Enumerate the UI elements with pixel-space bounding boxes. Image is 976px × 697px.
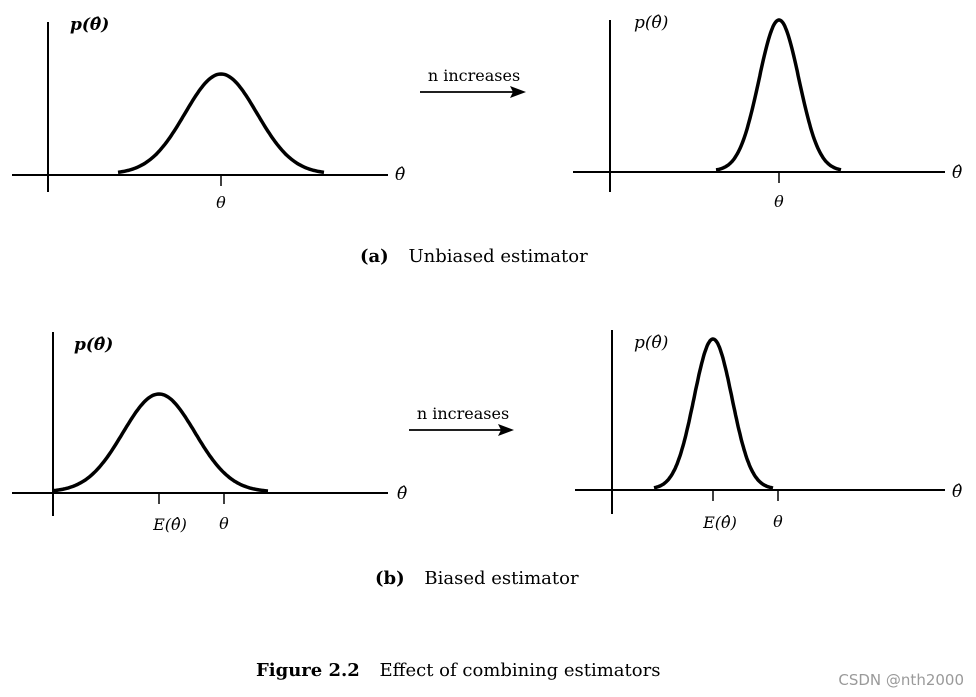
panel-b-caption: (b) Biased estimator bbox=[375, 568, 579, 589]
tick-label-theta: θ bbox=[774, 192, 784, 211]
y-axis-label: p(θ̂) bbox=[634, 13, 668, 33]
panel-b-right-plot: p(θ̂) θ̂ E(θ̂) θ bbox=[575, 330, 962, 532]
tick-label-expectation: E(θ̂) bbox=[702, 513, 737, 532]
caption-tag: (a) bbox=[360, 246, 389, 267]
density-curve-narrow-biased bbox=[653, 337, 774, 490]
panel-b-left-plot: p(θ̂) θ̂ E(θ̂) θ bbox=[12, 332, 407, 534]
y-axis-label: p(θ̂) bbox=[634, 333, 668, 353]
panel-a-caption: (a) Unbiased estimator bbox=[360, 246, 588, 267]
density-curve-wide-biased bbox=[52, 392, 269, 493]
caption-text: Biased estimator bbox=[424, 568, 579, 589]
panel-a-left-plot: p(θ̂) θ̂ θ bbox=[12, 15, 405, 212]
caption-tag: (b) bbox=[375, 568, 405, 589]
tick-label-theta: θ bbox=[216, 193, 226, 212]
figure-caption: Figure 2.2 Effect of combining estimator… bbox=[256, 660, 660, 681]
panel-b: p(θ̂) θ̂ E(θ̂) θ n increases p(θ̂) θ̂ E(… bbox=[12, 330, 962, 589]
arrow-head bbox=[498, 424, 514, 436]
x-axis-label: θ̂ bbox=[952, 163, 962, 183]
arrow-label: n increases bbox=[428, 66, 520, 85]
figure-caption-text: Effect of combining estimators bbox=[380, 660, 661, 681]
panel-a: p(θ̂) θ̂ θ n increases p(θ̂) θ̂ θ (a) Un… bbox=[12, 13, 962, 267]
panel-b-arrow: n increases bbox=[409, 404, 514, 436]
caption-text: Unbiased estimator bbox=[408, 246, 588, 267]
figure-number: Figure 2.2 bbox=[256, 660, 360, 681]
y-axis-label: p(θ̂) bbox=[70, 15, 109, 35]
tick-label-theta: θ bbox=[773, 512, 783, 531]
density-curve-wide bbox=[117, 72, 325, 175]
tick-label-theta: θ bbox=[219, 514, 229, 533]
density-curve-narrow bbox=[715, 18, 842, 172]
panel-a-right-plot: p(θ̂) θ̂ θ bbox=[573, 13, 962, 211]
arrow-label: n increases bbox=[417, 404, 509, 423]
x-axis-label: θ̂ bbox=[397, 484, 407, 504]
watermark: CSDN @nth2000 bbox=[838, 671, 964, 689]
panel-a-arrow: n increases bbox=[420, 66, 526, 98]
x-axis-label: θ̂ bbox=[952, 482, 962, 502]
y-axis-label: p(θ̂) bbox=[74, 335, 113, 355]
arrow-head bbox=[510, 86, 526, 98]
x-axis-label: θ̂ bbox=[395, 165, 405, 185]
tick-label-expectation: E(θ̂) bbox=[152, 515, 187, 534]
